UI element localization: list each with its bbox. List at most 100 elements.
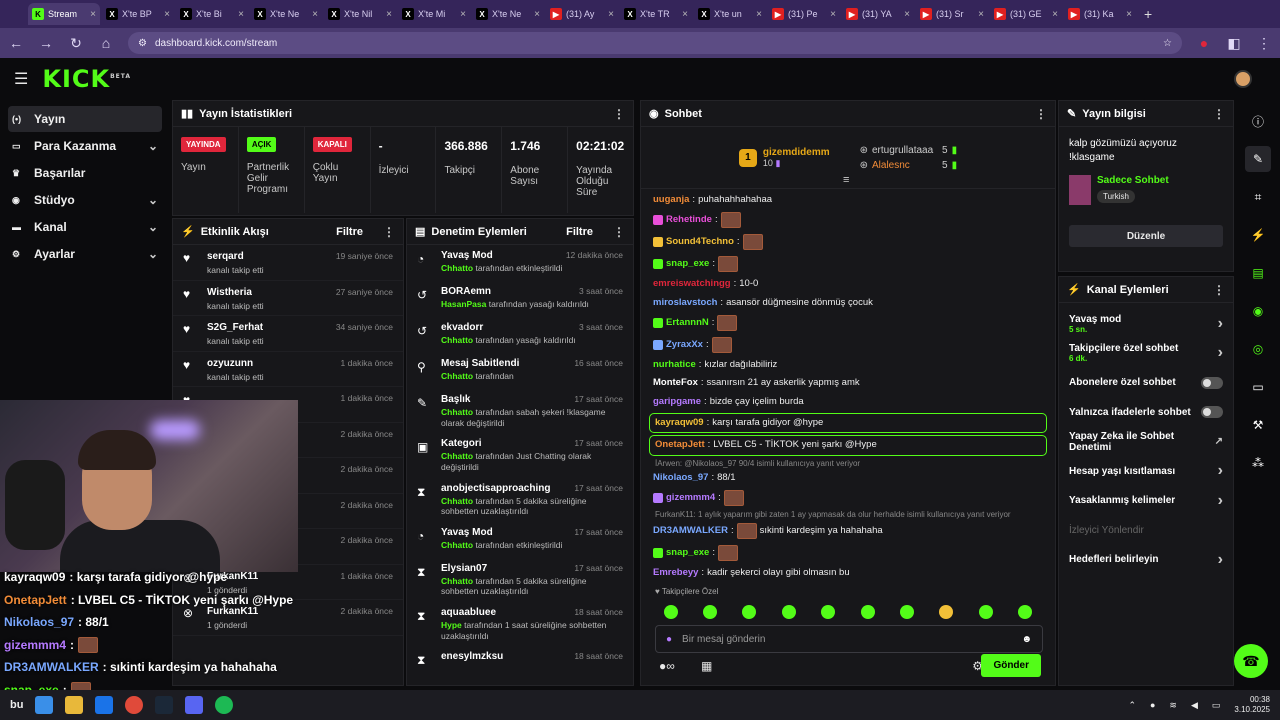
sidebar-item-para-kazanma[interactable]: ▭ Para Kazanma ⌄ <box>8 133 162 159</box>
bolt-icon[interactable]: ⚡ <box>1250 228 1266 242</box>
send-button[interactable]: Gönder <box>981 654 1041 677</box>
discord-icon[interactable] <box>185 696 204 714</box>
spotify-icon[interactable] <box>215 696 234 714</box>
nodes-icon[interactable]: ⁂ <box>1252 456 1264 470</box>
browser-tab[interactable]: X X'te Nil × <box>324 3 396 25</box>
tag-badge[interactable]: Turkish <box>1097 190 1135 203</box>
filter-button[interactable]: Filtre <box>566 225 593 238</box>
moderation-title[interactable]: Kategori <box>441 438 482 450</box>
moderator-name[interactable]: Chhatto <box>441 539 474 550</box>
edit-button[interactable]: Düzenle <box>1069 225 1223 247</box>
activity-user[interactable]: ozyuzunn <box>207 357 254 369</box>
close-icon[interactable]: × <box>830 8 836 20</box>
browser-tab[interactable]: X X'te un × <box>694 3 766 25</box>
windows-icon[interactable] <box>35 696 54 714</box>
activity-user[interactable]: FurkanK11 <box>207 570 259 582</box>
chat-bubble-icon[interactable]: ◉ <box>1252 304 1264 318</box>
chat-username[interactable]: Nikolaos_97 <box>653 471 709 483</box>
folder-icon[interactable] <box>65 696 84 714</box>
moderator-name[interactable]: Chhatto <box>441 407 474 417</box>
activity-user[interactable]: FurkanK11 <box>207 606 259 617</box>
more-icon[interactable]: ⋮ <box>383 224 395 239</box>
close-icon[interactable]: × <box>904 8 910 20</box>
chat-username[interactable]: uuganja <box>653 194 690 205</box>
wifi-icon[interactable]: ≋ <box>1169 699 1177 710</box>
chat-username[interactable]: kayraqw09 <box>655 417 704 429</box>
moderation-title[interactable]: Yavaş Mod <box>441 526 493 538</box>
activity-user[interactable]: serqard <box>207 251 244 262</box>
emote[interactable] <box>978 605 993 619</box>
moderator-name[interactable]: Chhatto <box>441 495 474 506</box>
toggle-switch[interactable] <box>1201 406 1223 419</box>
layout-icon[interactable]: ▭ <box>1252 380 1264 394</box>
sidebar-item-kanal[interactable]: ▬ Kanal ⌄ <box>8 214 162 240</box>
chat-username[interactable]: nurhatice <box>653 359 696 371</box>
close-icon[interactable]: × <box>608 8 614 20</box>
emote[interactable] <box>703 605 718 619</box>
channel-action-row[interactable]: Yapay Zeka ile Sohbet Denetimi ↗ <box>1059 427 1233 457</box>
moderation-title[interactable]: aquaabluee <box>441 607 497 618</box>
browser-tab[interactable]: K Stream × <box>28 3 100 25</box>
channel-action-row[interactable]: Abonelere özel sohbet <box>1059 368 1233 398</box>
moderation-title[interactable]: BORAemn <box>441 286 492 297</box>
info-icon[interactable]: ⓘ <box>1251 114 1264 129</box>
toggle-switch[interactable] <box>1201 376 1223 389</box>
browser-tab[interactable]: X X'te Ne × <box>250 3 322 25</box>
browser-tab[interactable]: ▶ (31) Ay × <box>546 3 618 25</box>
chat-username[interactable]: Sound4Techno <box>666 236 734 248</box>
chat-username[interactable]: garipgame <box>653 395 702 407</box>
close-icon[interactable]: × <box>756 8 762 20</box>
browser-tab[interactable]: ▶ (31) YA × <box>842 3 914 25</box>
close-icon[interactable]: × <box>90 8 96 20</box>
category-thumbnail[interactable] <box>1069 175 1091 205</box>
moderator-name[interactable]: Chhatto <box>441 335 474 345</box>
close-icon[interactable]: × <box>682 8 688 20</box>
chat-username[interactable]: emreiswatchingg <box>653 278 731 290</box>
channel-action-row[interactable]: Hesap yaşı kısıtlaması › <box>1059 457 1233 487</box>
close-icon[interactable]: × <box>164 8 170 20</box>
top-gifter[interactable]: 1 gizemdidemm 10 ▮ <box>738 147 830 169</box>
chat-username[interactable]: miroslavstoch <box>653 296 718 308</box>
browser-tab[interactable]: X X'te TR × <box>620 3 692 25</box>
sidebar-item-ayarlar[interactable]: ⚙ Ayarlar ⌄ <box>8 241 162 267</box>
category-link[interactable]: Sadece Sohbet <box>1097 175 1169 186</box>
user-avatar[interactable] <box>1234 70 1252 88</box>
document-icon[interactable]: ▤ <box>1252 266 1264 280</box>
emote[interactable] <box>821 605 836 619</box>
moderation-title[interactable]: Elysian07 <box>441 562 488 574</box>
moderator-name[interactable]: HasanPasa <box>441 299 487 309</box>
sidebar-item-stüdyo[interactable]: ◉ Stüdyo ⌄ <box>8 187 162 213</box>
moderation-title[interactable]: Yavaş Mod <box>441 250 493 261</box>
wrench-icon[interactable]: ⚒ <box>1252 418 1264 432</box>
extensions-puzzle-icon[interactable]: ◧ <box>1227 34 1241 51</box>
support-button[interactable]: ☎ <box>1234 644 1268 678</box>
chat-username[interactable]: Rehetinde <box>666 214 712 226</box>
emote[interactable] <box>663 605 678 619</box>
moderation-title[interactable]: Başlık <box>441 394 471 405</box>
settings-icon[interactable]: ⚙ <box>972 659 983 673</box>
gifter[interactable]: ⊛ Alalesnc 5 ▮ <box>860 158 957 173</box>
bookmark-star-icon[interactable]: ☆ <box>1163 37 1172 49</box>
crop-icon[interactable]: ⌗ <box>1254 189 1262 204</box>
close-icon[interactable]: × <box>386 8 392 20</box>
browser-tab[interactable]: ▶ (31) GE × <box>990 3 1062 25</box>
chat-username[interactable]: MonteFox <box>653 377 698 389</box>
chat-username[interactable]: gizemmm4 <box>666 491 716 503</box>
emote[interactable] <box>1018 605 1033 619</box>
close-icon[interactable]: × <box>534 8 540 20</box>
moderator-name[interactable]: Chhatto <box>441 575 474 586</box>
chat-username[interactable]: ZyraxXx <box>666 338 703 350</box>
browser-tab[interactable]: X X'te BP × <box>102 3 174 25</box>
forward-icon[interactable]: → <box>39 35 53 51</box>
gifter[interactable]: ⊛ ertugrullataaa 5 ▮ <box>860 143 957 158</box>
browser-tab[interactable]: ▶ (31) Sr × <box>916 3 988 25</box>
activity-user[interactable]: S2G_Ferhat <box>207 322 264 333</box>
volume-icon[interactable]: ◀ <box>1190 699 1198 710</box>
chat-username[interactable]: ErtannnN <box>666 316 709 328</box>
sidebar-item-başarılar[interactable]: ♛ Başarılar <box>8 160 162 186</box>
moderator-name[interactable]: Chhatto <box>441 263 474 273</box>
chat-username[interactable]: OnetapJett <box>655 439 705 451</box>
outlook-icon[interactable] <box>95 696 114 714</box>
browser-tab[interactable]: ▶ (31) Ka × <box>1064 3 1136 25</box>
browser-tab[interactable]: X X'te Bi × <box>176 3 248 25</box>
